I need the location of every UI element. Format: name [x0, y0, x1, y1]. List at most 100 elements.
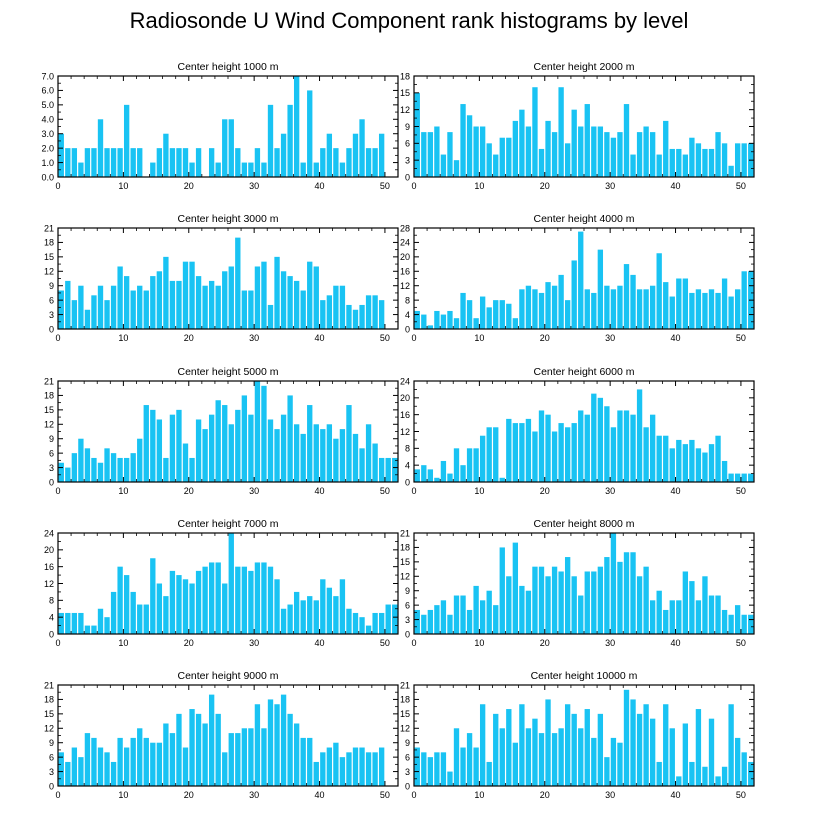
bar [591, 126, 597, 177]
y-tick-label: 3 [49, 767, 54, 777]
y-tick-label: 21 [400, 528, 410, 538]
x-tick-label: 50 [380, 790, 390, 800]
panel-title: Center height 9000 m [178, 670, 279, 682]
bar [110, 148, 117, 177]
bar [339, 285, 346, 329]
y-tick-label: 18 [400, 71, 410, 81]
bar [372, 752, 378, 786]
x-tick-label: 0 [411, 638, 416, 648]
x-tick-label: 10 [474, 181, 484, 191]
bar [241, 162, 248, 177]
y-tick-label: 0 [49, 477, 54, 487]
bar [558, 571, 564, 634]
bar [466, 609, 473, 634]
bar [346, 148, 352, 177]
bar [326, 747, 333, 786]
y-tick-label: 2.0 [41, 143, 54, 153]
bar [695, 143, 702, 177]
bar [427, 609, 434, 634]
bar [156, 742, 163, 786]
bar [636, 132, 643, 177]
bar [78, 612, 84, 634]
bar [326, 587, 333, 634]
bar [339, 429, 346, 482]
bar [728, 296, 734, 329]
x-tick-label: 40 [315, 790, 325, 800]
bar [564, 557, 571, 634]
bar [453, 595, 460, 634]
bar [97, 119, 104, 177]
bar [473, 318, 479, 329]
x-tick-label: 40 [315, 333, 325, 343]
bar [300, 737, 306, 786]
bar [597, 126, 604, 177]
bar [261, 728, 267, 786]
bar [604, 757, 610, 786]
panel-2: Center height 2000 m 0 3 6 9 12 15 18 0 10 20 30 40 5… [400, 61, 755, 191]
bar [137, 728, 143, 786]
bar [558, 728, 564, 786]
bar [597, 566, 604, 634]
x-tick-label: 20 [184, 333, 194, 343]
bar [84, 448, 91, 482]
bar [721, 766, 728, 786]
y-tick-label: 12 [44, 724, 54, 734]
y-tick-label: 8 [405, 295, 410, 305]
bar [597, 397, 604, 482]
bar [591, 571, 597, 634]
bar [182, 579, 189, 634]
bar [519, 704, 525, 786]
bar [215, 285, 221, 329]
bar [689, 439, 695, 482]
bar [274, 704, 280, 786]
bar [195, 148, 202, 177]
bar [682, 278, 689, 329]
bar [427, 757, 434, 786]
bar [669, 448, 675, 482]
bar [545, 120, 551, 177]
bar [447, 614, 453, 634]
bar [506, 576, 512, 634]
bar [676, 148, 682, 177]
bar [571, 713, 577, 786]
y-tick-label: 3 [405, 155, 410, 165]
bar [117, 737, 123, 786]
bar [728, 704, 734, 786]
bar [617, 132, 623, 177]
bar [241, 395, 248, 482]
bar [473, 747, 479, 786]
bar [532, 431, 538, 482]
bar [512, 318, 519, 329]
bar [466, 115, 473, 177]
x-tick-label: 50 [380, 486, 390, 496]
bar [525, 728, 532, 786]
bar [617, 285, 623, 329]
bar [65, 612, 71, 634]
x-tick-label: 0 [411, 486, 416, 496]
bar [479, 296, 486, 329]
bar [254, 266, 261, 329]
bar [333, 596, 339, 635]
y-tick-label: 9 [49, 738, 54, 748]
bar [453, 160, 460, 177]
x-tick-label: 50 [736, 333, 746, 343]
x-tick-label: 0 [55, 181, 60, 191]
bar [663, 120, 669, 177]
bar [123, 104, 130, 177]
bar [643, 289, 649, 329]
bar [313, 761, 319, 786]
bar [493, 605, 499, 634]
bar [372, 148, 378, 177]
bar [453, 448, 460, 482]
bar [202, 285, 208, 329]
bar [241, 290, 248, 329]
bar [532, 718, 538, 786]
bar [293, 76, 300, 177]
bar [702, 452, 708, 482]
bar [195, 419, 202, 482]
bar [649, 414, 656, 482]
y-tick-label: 18 [400, 695, 410, 705]
y-tick-label: 4.0 [41, 115, 54, 125]
x-tick-label: 10 [474, 638, 484, 648]
bar [414, 310, 420, 329]
